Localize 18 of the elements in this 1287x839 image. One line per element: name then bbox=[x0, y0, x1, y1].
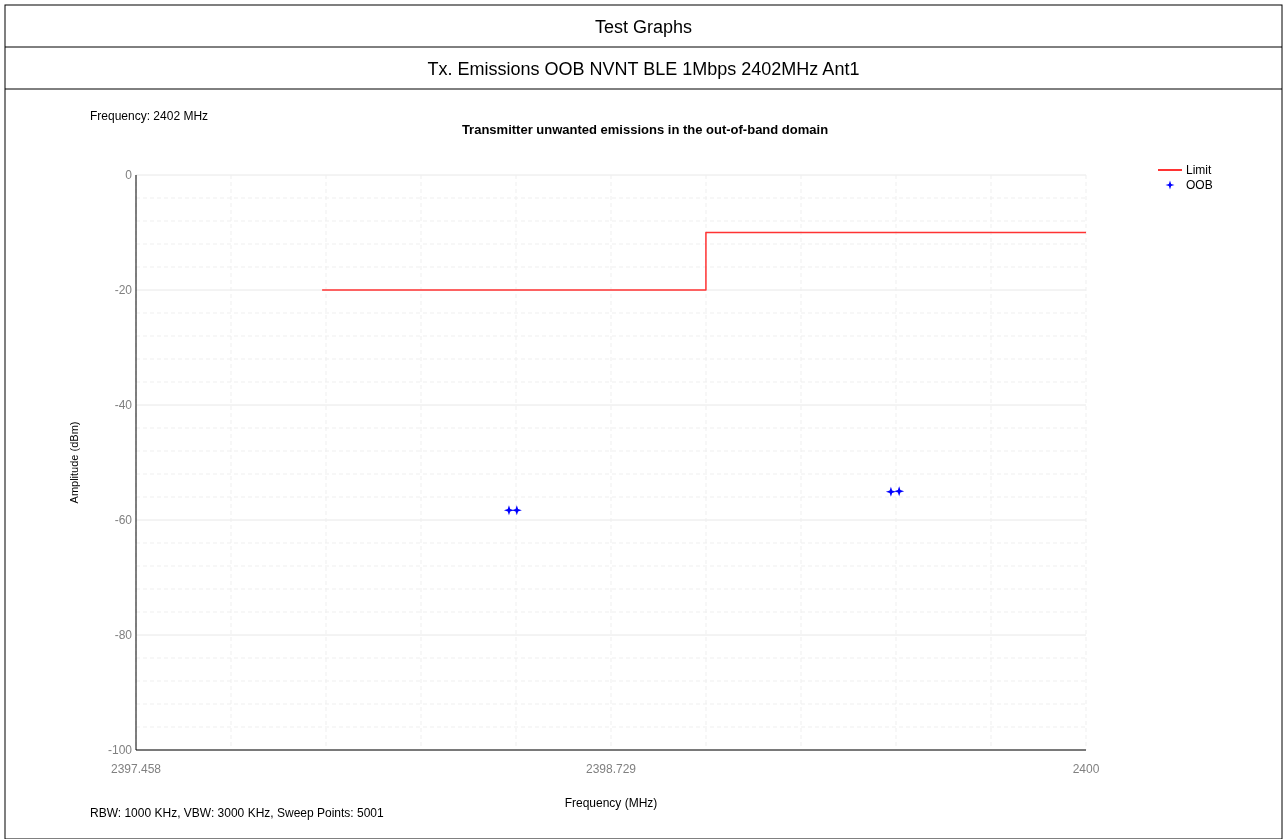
y-tick-label: -80 bbox=[114, 628, 133, 642]
y-tick-label: -20 bbox=[114, 283, 133, 297]
y-axis-title: Amplitude (dBm) bbox=[68, 421, 80, 504]
legend-label: Limit bbox=[1186, 163, 1212, 177]
x-tick-label: 2397.458 bbox=[110, 762, 162, 776]
y-tick-label: -100 bbox=[107, 743, 133, 757]
text: Tx. Emissions OOB NVNT BLE 1Mbps 2402MHz Ant1 bbox=[427, 59, 860, 79]
y-tick-label: -40 bbox=[114, 398, 133, 412]
text: Test Graphs bbox=[594, 17, 693, 37]
x-axis-title: Frequency (MHz) bbox=[564, 796, 658, 810]
x-tick-label: 2398.729 bbox=[585, 762, 637, 776]
legend-label: OOB bbox=[1186, 178, 1213, 192]
y-tick-label: 0 bbox=[125, 168, 133, 182]
chart-title: Transmitter unwanted emissions in the out-of-band domain bbox=[461, 122, 829, 137]
x-tick-label: 2400 bbox=[1072, 762, 1100, 776]
text: RBW: 1000 KHz, VBW: 3000 KHz, Sweep Points: 5001 bbox=[90, 806, 385, 820]
y-tick-label: -60 bbox=[114, 513, 133, 527]
text: Frequency: 2402 MHz bbox=[90, 109, 209, 123]
